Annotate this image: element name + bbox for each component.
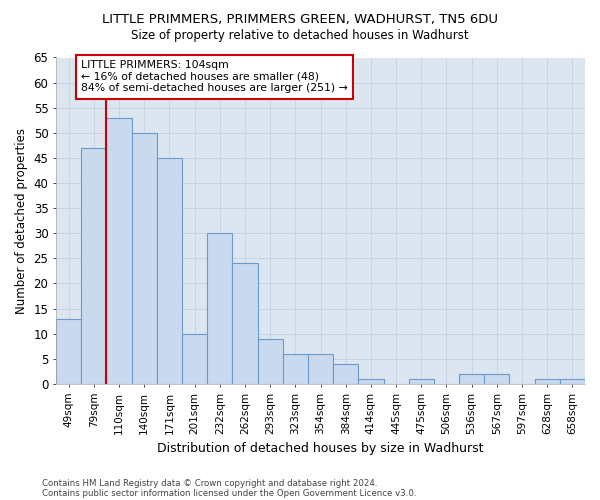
Bar (182, 334, 207, 384)
Bar (560, 379, 585, 384)
Bar (459, 374, 484, 384)
Bar (207, 234, 232, 384)
Bar (257, 338, 283, 384)
X-axis label: Distribution of detached houses by size in Wadhurst: Distribution of detached houses by size … (157, 442, 484, 455)
Bar (81, 148, 106, 384)
Bar (283, 354, 308, 384)
Bar (358, 379, 383, 384)
Bar (535, 379, 560, 384)
Bar (333, 364, 358, 384)
Bar (106, 118, 131, 384)
Bar (157, 158, 182, 384)
Bar (56, 318, 81, 384)
Bar (308, 354, 333, 384)
Text: LITTLE PRIMMERS, PRIMMERS GREEN, WADHURST, TN5 6DU: LITTLE PRIMMERS, PRIMMERS GREEN, WADHURS… (102, 12, 498, 26)
Text: LITTLE PRIMMERS: 104sqm
← 16% of detached houses are smaller (48)
84% of semi-de: LITTLE PRIMMERS: 104sqm ← 16% of detache… (81, 60, 348, 93)
Y-axis label: Number of detached properties: Number of detached properties (15, 128, 28, 314)
Text: Contains public sector information licensed under the Open Government Licence v3: Contains public sector information licen… (42, 488, 416, 498)
Bar (232, 264, 257, 384)
Bar (409, 379, 434, 384)
Bar (131, 133, 157, 384)
Bar (484, 374, 509, 384)
Text: Contains HM Land Registry data © Crown copyright and database right 2024.: Contains HM Land Registry data © Crown c… (42, 478, 377, 488)
Text: Size of property relative to detached houses in Wadhurst: Size of property relative to detached ho… (131, 29, 469, 42)
